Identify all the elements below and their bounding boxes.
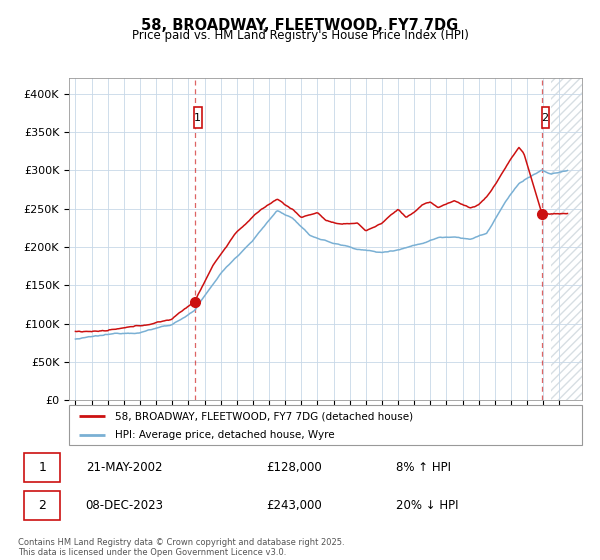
Text: 20% ↓ HPI: 20% ↓ HPI: [396, 499, 458, 512]
Text: £128,000: £128,000: [266, 461, 322, 474]
Text: 58, BROADWAY, FLEETWOOD, FY7 7DG: 58, BROADWAY, FLEETWOOD, FY7 7DG: [142, 18, 458, 33]
FancyBboxPatch shape: [542, 107, 549, 128]
Text: £243,000: £243,000: [266, 499, 322, 512]
Text: 1: 1: [38, 461, 46, 474]
Text: 21-MAY-2002: 21-MAY-2002: [86, 461, 162, 474]
Text: HPI: Average price, detached house, Wyre: HPI: Average price, detached house, Wyre: [115, 430, 335, 440]
FancyBboxPatch shape: [23, 453, 60, 482]
Text: 2: 2: [38, 499, 46, 512]
Bar: [551, 78, 582, 400]
Text: 1: 1: [194, 113, 201, 123]
Text: 58, BROADWAY, FLEETWOOD, FY7 7DG (detached house): 58, BROADWAY, FLEETWOOD, FY7 7DG (detach…: [115, 411, 413, 421]
FancyBboxPatch shape: [23, 491, 60, 520]
Text: 8% ↑ HPI: 8% ↑ HPI: [396, 461, 451, 474]
FancyBboxPatch shape: [194, 107, 202, 128]
Text: 2: 2: [541, 113, 548, 123]
Bar: [551, 78, 582, 400]
Text: Price paid vs. HM Land Registry's House Price Index (HPI): Price paid vs. HM Land Registry's House …: [131, 29, 469, 42]
Text: Contains HM Land Registry data © Crown copyright and database right 2025.
This d: Contains HM Land Registry data © Crown c…: [18, 538, 344, 557]
FancyBboxPatch shape: [69, 405, 582, 445]
Text: 08-DEC-2023: 08-DEC-2023: [86, 499, 164, 512]
